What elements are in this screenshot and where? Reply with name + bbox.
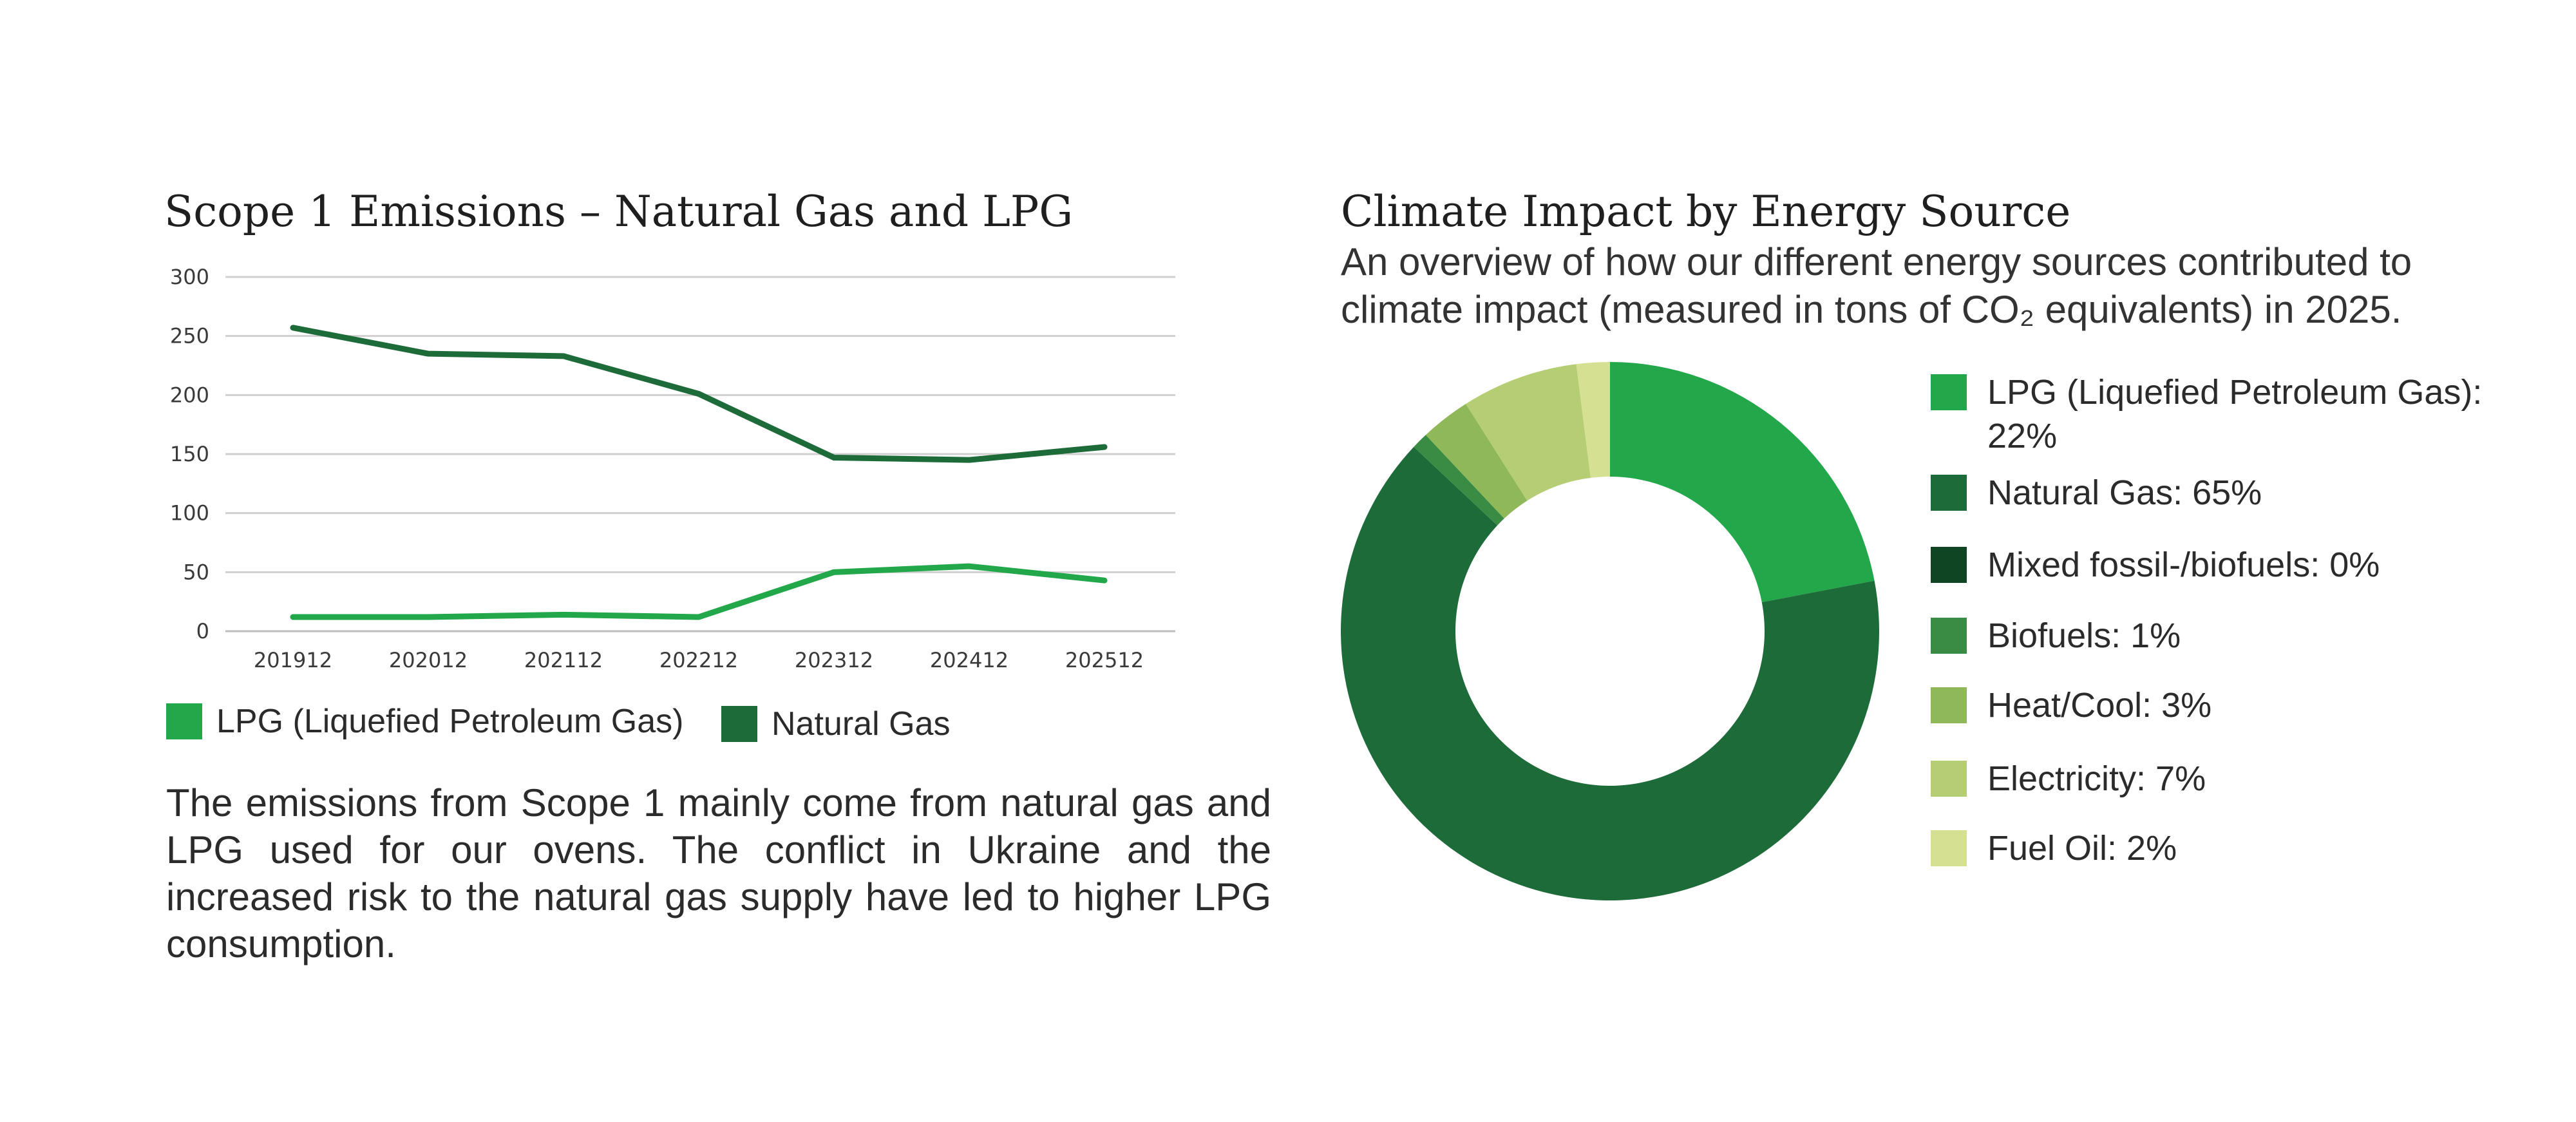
legend-item-lpg: LPG (Liquefied Petroleum Gas) [166,702,683,741]
series-line-natural-gas [290,325,1108,463]
donut-chart [1341,362,1879,900]
donut-legend-label: Natural Gas: 65% [1987,473,2262,512]
donut-legend-item: Biofuels: 1% [1931,614,2510,658]
x-tick-label: 202312 [795,648,873,672]
x-tick-label: 202112 [524,648,603,672]
donut-chart-subtitle: An overview of how our different energy … [1341,240,2412,331]
donut-slice [1414,435,1504,526]
donut-legend-swatch [1931,830,1967,866]
donut-slice [1610,362,1875,603]
legend-swatch-natural-gas [721,706,757,742]
donut-legend-swatch [1931,475,1967,511]
donut-legend-label: Heat/Cool: 3% [1987,686,2212,725]
legend-item-natural-gas: Natural Gas [721,705,950,743]
donut-legend: LPG (Liquefied Petroleum Gas): 22% Natur… [1931,370,2510,870]
donut-legend-item: Mixed fossil-/biofuels: 0% [1931,543,2510,587]
line-chart: 300 250 200 150 100 50 0 201912 202012 202112 2022… [170,265,1175,672]
donut-slice [1341,446,1879,900]
donut-slice [1466,364,1591,501]
x-tick-label: 202412 [930,648,1009,672]
donut-legend-item: Fuel Oil: 2% [1931,826,2510,870]
series-line-lpg [290,563,1108,620]
donut-legend-swatch [1931,687,1967,723]
donut-legend-label: Mixed fossil-/biofuels: 0% [1987,546,2380,584]
donut-slice [1576,362,1610,478]
y-tick-label: 300 [170,265,209,289]
donut-slice [1425,404,1528,519]
donut-legend-item: Electricity: 7% [1931,757,2510,801]
y-tick-label: 200 [170,383,209,407]
body-text: The emissions from Scope 1 mainly come f… [166,781,1271,965]
donut-legend-label: Fuel Oil: 2% [1987,829,2177,868]
y-tick-label: 0 [196,619,209,643]
donut-legend-item: Heat/Cool: 3% [1931,683,2510,727]
legend-label-natural-gas: Natural Gas [772,705,951,743]
y-tick-label: 250 [170,324,209,348]
donut-legend-item: Natural Gas: 65% [1931,471,2510,515]
x-tick-label: 202212 [659,648,738,672]
donut-legend-label: LPG (Liquefied Petroleum Gas): 22% [1987,373,2483,455]
x-tick-label: 201912 [254,648,332,672]
donut-legend-swatch [1931,374,1967,410]
donut-legend-item: LPG (Liquefied Petroleum Gas): 22% [1931,370,2510,458]
donut-chart-title: Climate Impact by Energy Source [1341,187,2071,236]
legend-swatch-lpg [166,703,202,739]
donut-legend-swatch [1931,761,1967,797]
x-tick-label: 202012 [389,648,468,672]
y-tick-label: 50 [183,560,209,584]
donut-legend-label: Biofuels: 1% [1987,616,2181,655]
line-chart-title: Scope 1 Emissions – Natural Gas and LPG [164,187,1074,236]
y-tick-label: 100 [170,501,209,526]
y-tick-label: 150 [170,442,209,466]
x-tick-label: 202512 [1065,648,1144,672]
donut-legend-swatch [1931,547,1967,583]
donut-legend-label: Electricity: 7% [1987,759,2206,798]
donut-legend-swatch [1931,618,1967,654]
legend-label-lpg: LPG (Liquefied Petroleum Gas) [216,703,684,740]
